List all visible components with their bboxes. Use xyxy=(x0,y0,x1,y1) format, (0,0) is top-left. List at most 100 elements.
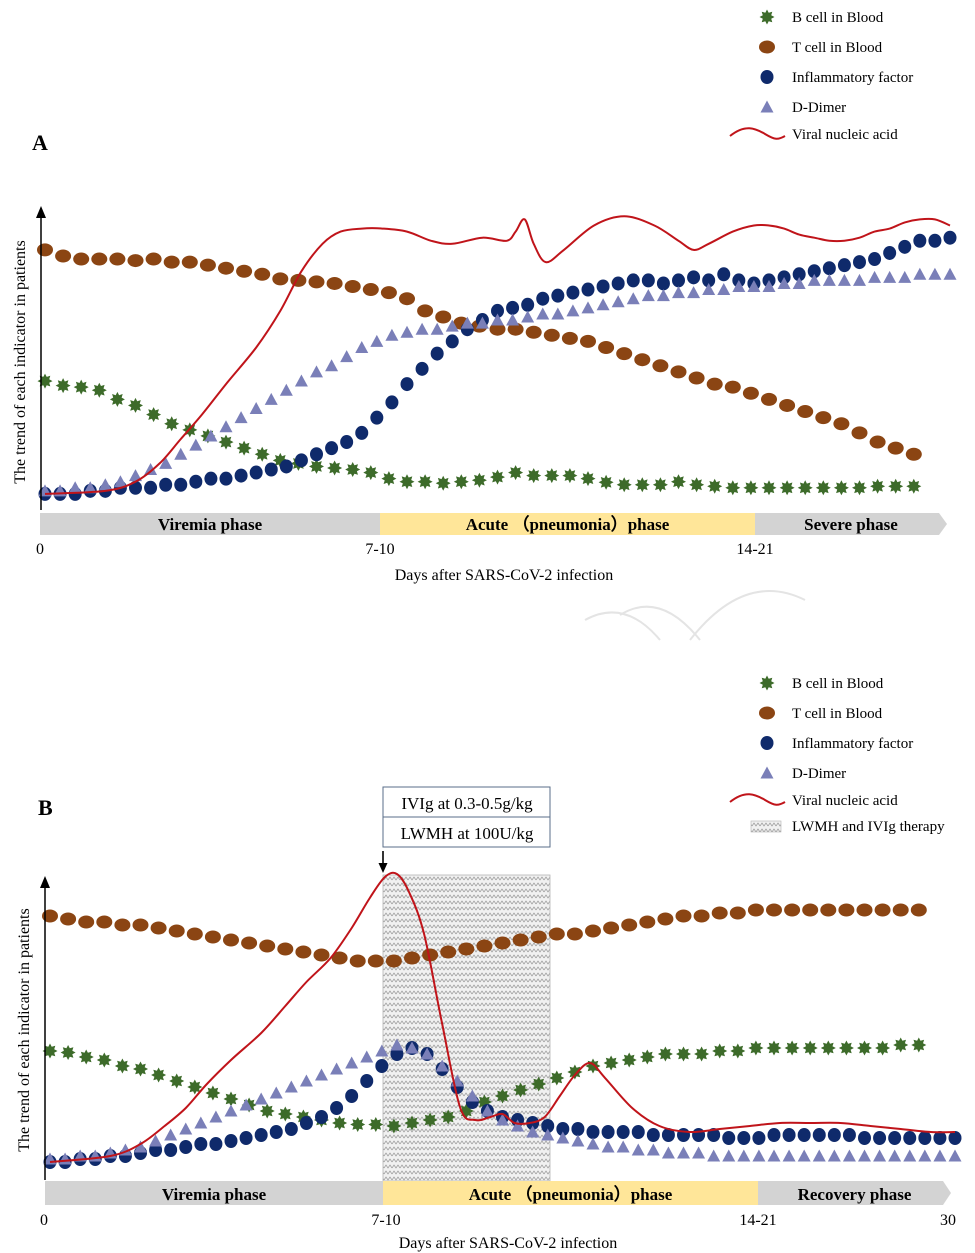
dot-point xyxy=(330,1101,344,1115)
dot-point xyxy=(928,233,942,248)
triangle-point xyxy=(400,325,414,338)
dot-point xyxy=(209,1137,223,1151)
star-point xyxy=(404,1115,420,1131)
legend-triangle-icon xyxy=(760,100,774,113)
star-point xyxy=(327,460,343,476)
star-point xyxy=(797,480,813,496)
ivig-dose-text: IVIg at 0.3-0.5g/kg xyxy=(401,794,533,813)
oval-point xyxy=(670,365,687,379)
oval-point xyxy=(706,377,723,391)
star-point xyxy=(725,480,741,496)
dot-point xyxy=(827,1128,841,1142)
triangle-point xyxy=(179,1122,193,1135)
watermark-arcs xyxy=(584,590,806,641)
star-point xyxy=(526,468,542,484)
dot-point xyxy=(521,297,535,312)
triangle-point xyxy=(732,280,746,292)
dot-point xyxy=(888,1131,902,1145)
star-point xyxy=(838,1040,854,1056)
star-point xyxy=(55,378,71,394)
triangle-point xyxy=(430,322,444,335)
star-point xyxy=(784,1040,800,1056)
triangle-point xyxy=(717,283,731,296)
oval-point xyxy=(91,252,108,266)
triangle-point xyxy=(948,1149,962,1162)
triangle-point xyxy=(465,1089,479,1102)
star-point xyxy=(42,1043,58,1059)
triangle-point xyxy=(596,298,610,311)
dot-point xyxy=(913,233,927,248)
star-point xyxy=(694,1046,710,1062)
star-point xyxy=(639,1049,655,1065)
phase-label-1: Viremia phase xyxy=(158,515,263,534)
oval-point xyxy=(561,331,578,345)
dot-point xyxy=(204,471,218,486)
triangle-point xyxy=(933,1149,947,1162)
star-point xyxy=(743,480,759,496)
dot-point xyxy=(918,1131,932,1145)
star-point xyxy=(820,1040,836,1056)
phase-label-3: Recovery phase xyxy=(798,1185,912,1204)
legend-label: B cell in Blood xyxy=(792,676,884,692)
triangle-point xyxy=(330,1062,344,1075)
triangle-point xyxy=(656,289,670,302)
triangle-point xyxy=(767,1149,781,1162)
star-point xyxy=(96,1052,112,1068)
star-point xyxy=(146,407,162,423)
panel-a-label: A xyxy=(32,130,48,155)
star-point xyxy=(350,1117,366,1132)
dot-point xyxy=(491,303,504,318)
oval-point xyxy=(525,325,542,339)
dot-point xyxy=(797,1128,811,1142)
triangle-point xyxy=(913,267,927,280)
star-point xyxy=(513,1082,529,1098)
triangle-point xyxy=(189,438,203,451)
dot-point xyxy=(752,1131,766,1145)
series-t-cell-in-blood xyxy=(37,243,922,461)
triangle-point xyxy=(269,1086,283,1099)
y-axis-label-a: The trend of each indicator in patients xyxy=(12,240,29,483)
star-point xyxy=(544,468,560,484)
dot-point xyxy=(299,1116,313,1130)
dot-point xyxy=(541,1119,555,1133)
oval-point xyxy=(603,921,620,935)
triangle-point xyxy=(556,1131,570,1144)
dot-point xyxy=(375,1059,389,1073)
triangle-point xyxy=(98,478,112,491)
dot-point xyxy=(234,468,248,483)
dot-point xyxy=(792,267,806,282)
oval-point xyxy=(874,903,891,917)
triangle-point xyxy=(511,1119,525,1132)
oval-point xyxy=(127,254,144,268)
phase-label-1: Viremia phase xyxy=(162,1185,267,1204)
dot-point xyxy=(868,252,882,267)
oval-point xyxy=(458,942,475,956)
triangle-point xyxy=(264,392,278,405)
oval-point xyxy=(820,903,837,917)
triangle-point xyxy=(345,1056,359,1069)
oval-point xyxy=(766,903,782,917)
oval-point xyxy=(78,915,95,929)
dot-point xyxy=(279,459,293,474)
dot-point xyxy=(310,447,323,462)
star-point xyxy=(490,469,505,485)
oval-point xyxy=(892,903,909,917)
legend-star-icon xyxy=(759,9,775,25)
therapy-window xyxy=(382,874,551,1182)
x-tick-14-21-b: 14-21 xyxy=(739,1212,776,1229)
phase-segment-2 xyxy=(383,1181,758,1205)
oval-point xyxy=(42,909,58,923)
oval-point xyxy=(779,398,796,412)
oval-point xyxy=(784,903,801,917)
legend-item-5: Viral nucleic acid xyxy=(729,793,898,809)
legend-item-4: D-Dimer xyxy=(760,100,846,116)
oval-point xyxy=(313,948,330,962)
legend-label: D-Dimer xyxy=(792,766,846,782)
triangle-point xyxy=(883,270,897,283)
oval-point xyxy=(417,304,434,318)
triangle-point xyxy=(299,1074,313,1087)
oval-point xyxy=(326,276,343,290)
oval-point xyxy=(145,252,162,266)
triangle-point xyxy=(475,316,489,329)
star-point xyxy=(399,474,415,490)
